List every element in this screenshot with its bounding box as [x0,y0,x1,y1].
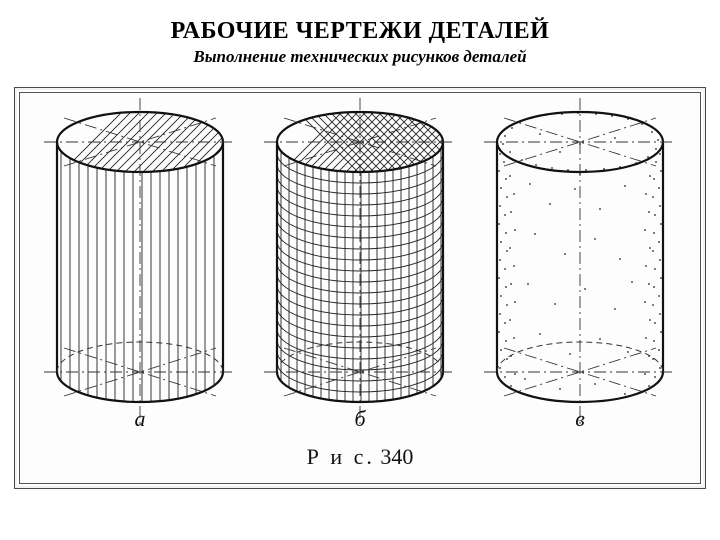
cylinder-a-label: а [135,406,146,431]
cylinder-a [40,93,295,424]
cylinder-a-top-hatch [40,93,295,194]
figure-caption-number: 340 [380,444,413,469]
figure-caption: Р и с. 340 [307,444,414,469]
page-title: РАБОЧИЕ ЧЕРТЕЖИ ДЕТАЛЕЙ [0,18,720,45]
cylinder-b-label: б [354,406,366,431]
page-subtitle: Выполнение технических рисунков деталей [0,47,720,67]
cylinder-a-side-hatch [61,112,214,414]
cylinder-b [260,93,508,424]
cylinder-v-top-stipple [502,112,659,171]
figure-caption-prefix: Р и с. [307,444,375,469]
diagram-svg: а б в Р и с. 340 [20,93,700,483]
cylinder-v [484,98,676,424]
figure-outer-frame: а б в Р и с. 340 [14,87,706,489]
cylinder-v-label: в [575,406,585,431]
figure-inner-frame: а б в Р и с. 340 [19,92,701,484]
